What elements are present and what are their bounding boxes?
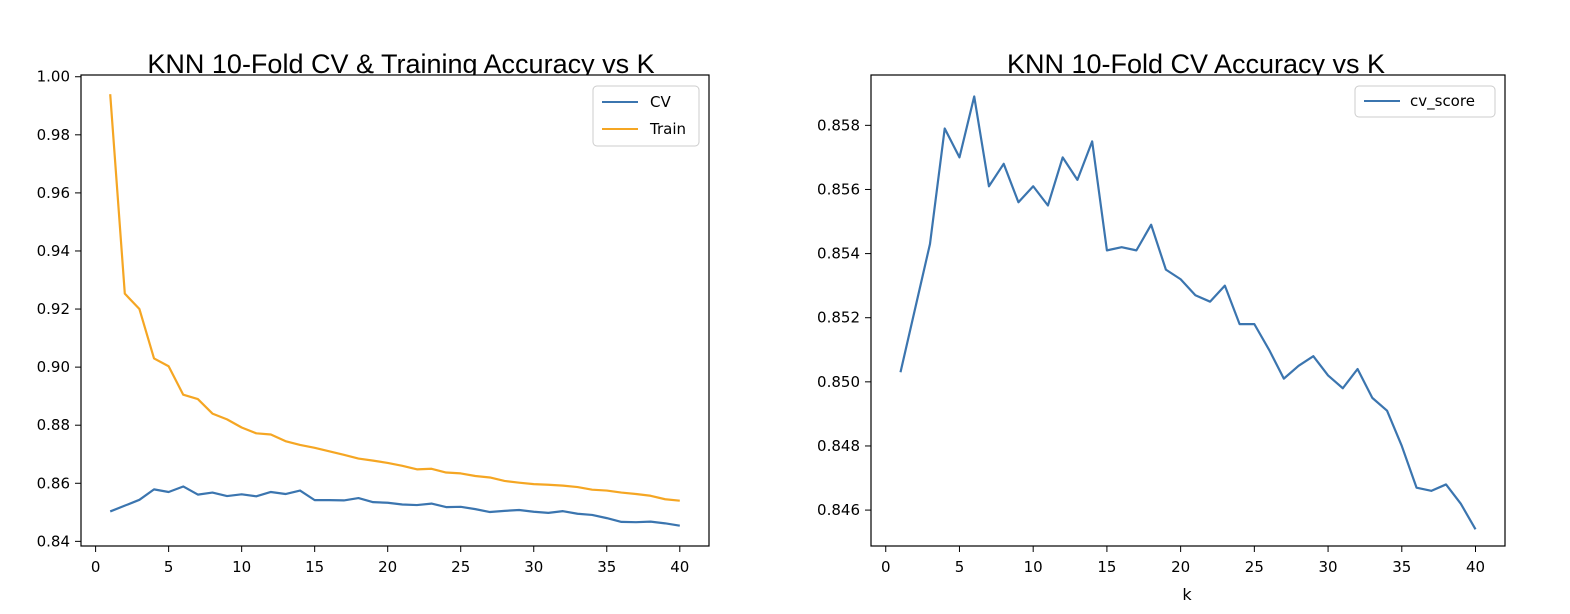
plot-marks <box>109 94 680 527</box>
x-tick-label: 0 <box>91 558 101 576</box>
x-tick-label: 10 <box>1024 558 1043 576</box>
x-axis-ticks: 0 5 10 15 20 25 30 35 40 <box>91 546 689 576</box>
x-tick-label: 15 <box>305 558 324 576</box>
y-tick-label: 0.94 <box>37 242 70 260</box>
plot-marks <box>899 95 1477 530</box>
legend: CV Train <box>592 85 700 147</box>
series-line-train <box>109 94 680 502</box>
x-tick-label: 5 <box>164 558 174 576</box>
x-tick-label: 15 <box>1097 558 1116 576</box>
legend-box <box>1354 85 1496 118</box>
y-tick-label: 0.854 <box>817 245 860 263</box>
plot-frame <box>80 74 710 547</box>
x-tick-label: 30 <box>1319 558 1338 576</box>
x-tick-label: 25 <box>1245 558 1264 576</box>
x-tick-label: 20 <box>1171 558 1190 576</box>
y-axis-ticks: 0.846 0.848 0.850 0.852 0.854 0.856 0.858 <box>817 116 871 519</box>
y-tick-label: 0.90 <box>37 358 70 376</box>
legend: cv_score <box>1354 85 1496 118</box>
y-tick-label: 0.858 <box>817 116 860 134</box>
series-line-cv <box>109 485 680 527</box>
y-axis-ticks: 0.84 0.86 0.88 0.90 0.92 0.94 0.96 0.98 1.00 <box>37 68 81 550</box>
chart-cv-train-accuracy: KNN 10-Fold CV & Training Accuracy vs K … <box>37 49 710 576</box>
x-axis-ticks: 0 5 10 15 20 25 30 35 40 <box>881 546 1485 576</box>
x-axis-label: k <box>1182 585 1192 604</box>
chart-cv-accuracy: KNN 10-Fold CV Accuracy vs K 0 5 10 15 20 25 3… <box>817 49 1506 604</box>
y-tick-label: 0.852 <box>817 309 860 327</box>
x-tick-label: 35 <box>597 558 616 576</box>
chart-title: KNN 10-Fold CV Accuracy vs K <box>1007 49 1385 79</box>
x-tick-label: 5 <box>955 558 965 576</box>
chart-title: KNN 10-Fold CV & Training Accuracy vs K <box>147 49 654 79</box>
x-tick-label: 35 <box>1392 558 1411 576</box>
y-tick-label: 0.86 <box>37 474 70 492</box>
y-tick-label: 0.88 <box>37 416 70 434</box>
legend-label-cv-score: cv_score <box>1410 92 1475 111</box>
y-tick-label: 0.92 <box>37 300 70 318</box>
y-tick-label: 0.856 <box>817 180 860 198</box>
y-tick-label: 1.00 <box>37 68 70 86</box>
plot-frame <box>870 74 1506 547</box>
y-tick-label: 0.98 <box>37 126 70 144</box>
y-tick-label: 0.96 <box>37 184 70 202</box>
x-tick-label: 30 <box>524 558 543 576</box>
x-tick-label: 40 <box>670 558 689 576</box>
y-tick-label: 0.846 <box>817 501 860 519</box>
y-tick-label: 0.850 <box>817 373 860 391</box>
x-tick-label: 20 <box>378 558 397 576</box>
x-tick-label: 25 <box>451 558 470 576</box>
x-tick-label: 0 <box>881 558 891 576</box>
legend-label-cv: CV <box>650 93 671 111</box>
x-tick-label: 40 <box>1466 558 1485 576</box>
y-tick-label: 0.84 <box>37 532 70 550</box>
y-tick-label: 0.848 <box>817 437 860 455</box>
series-line-cv-score <box>899 95 1477 530</box>
x-tick-label: 10 <box>232 558 251 576</box>
legend-label-train: Train <box>649 120 686 138</box>
